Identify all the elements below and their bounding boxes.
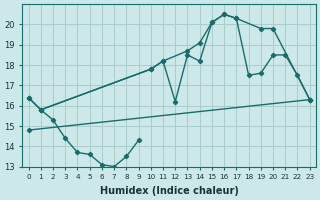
X-axis label: Humidex (Indice chaleur): Humidex (Indice chaleur) [100, 186, 239, 196]
